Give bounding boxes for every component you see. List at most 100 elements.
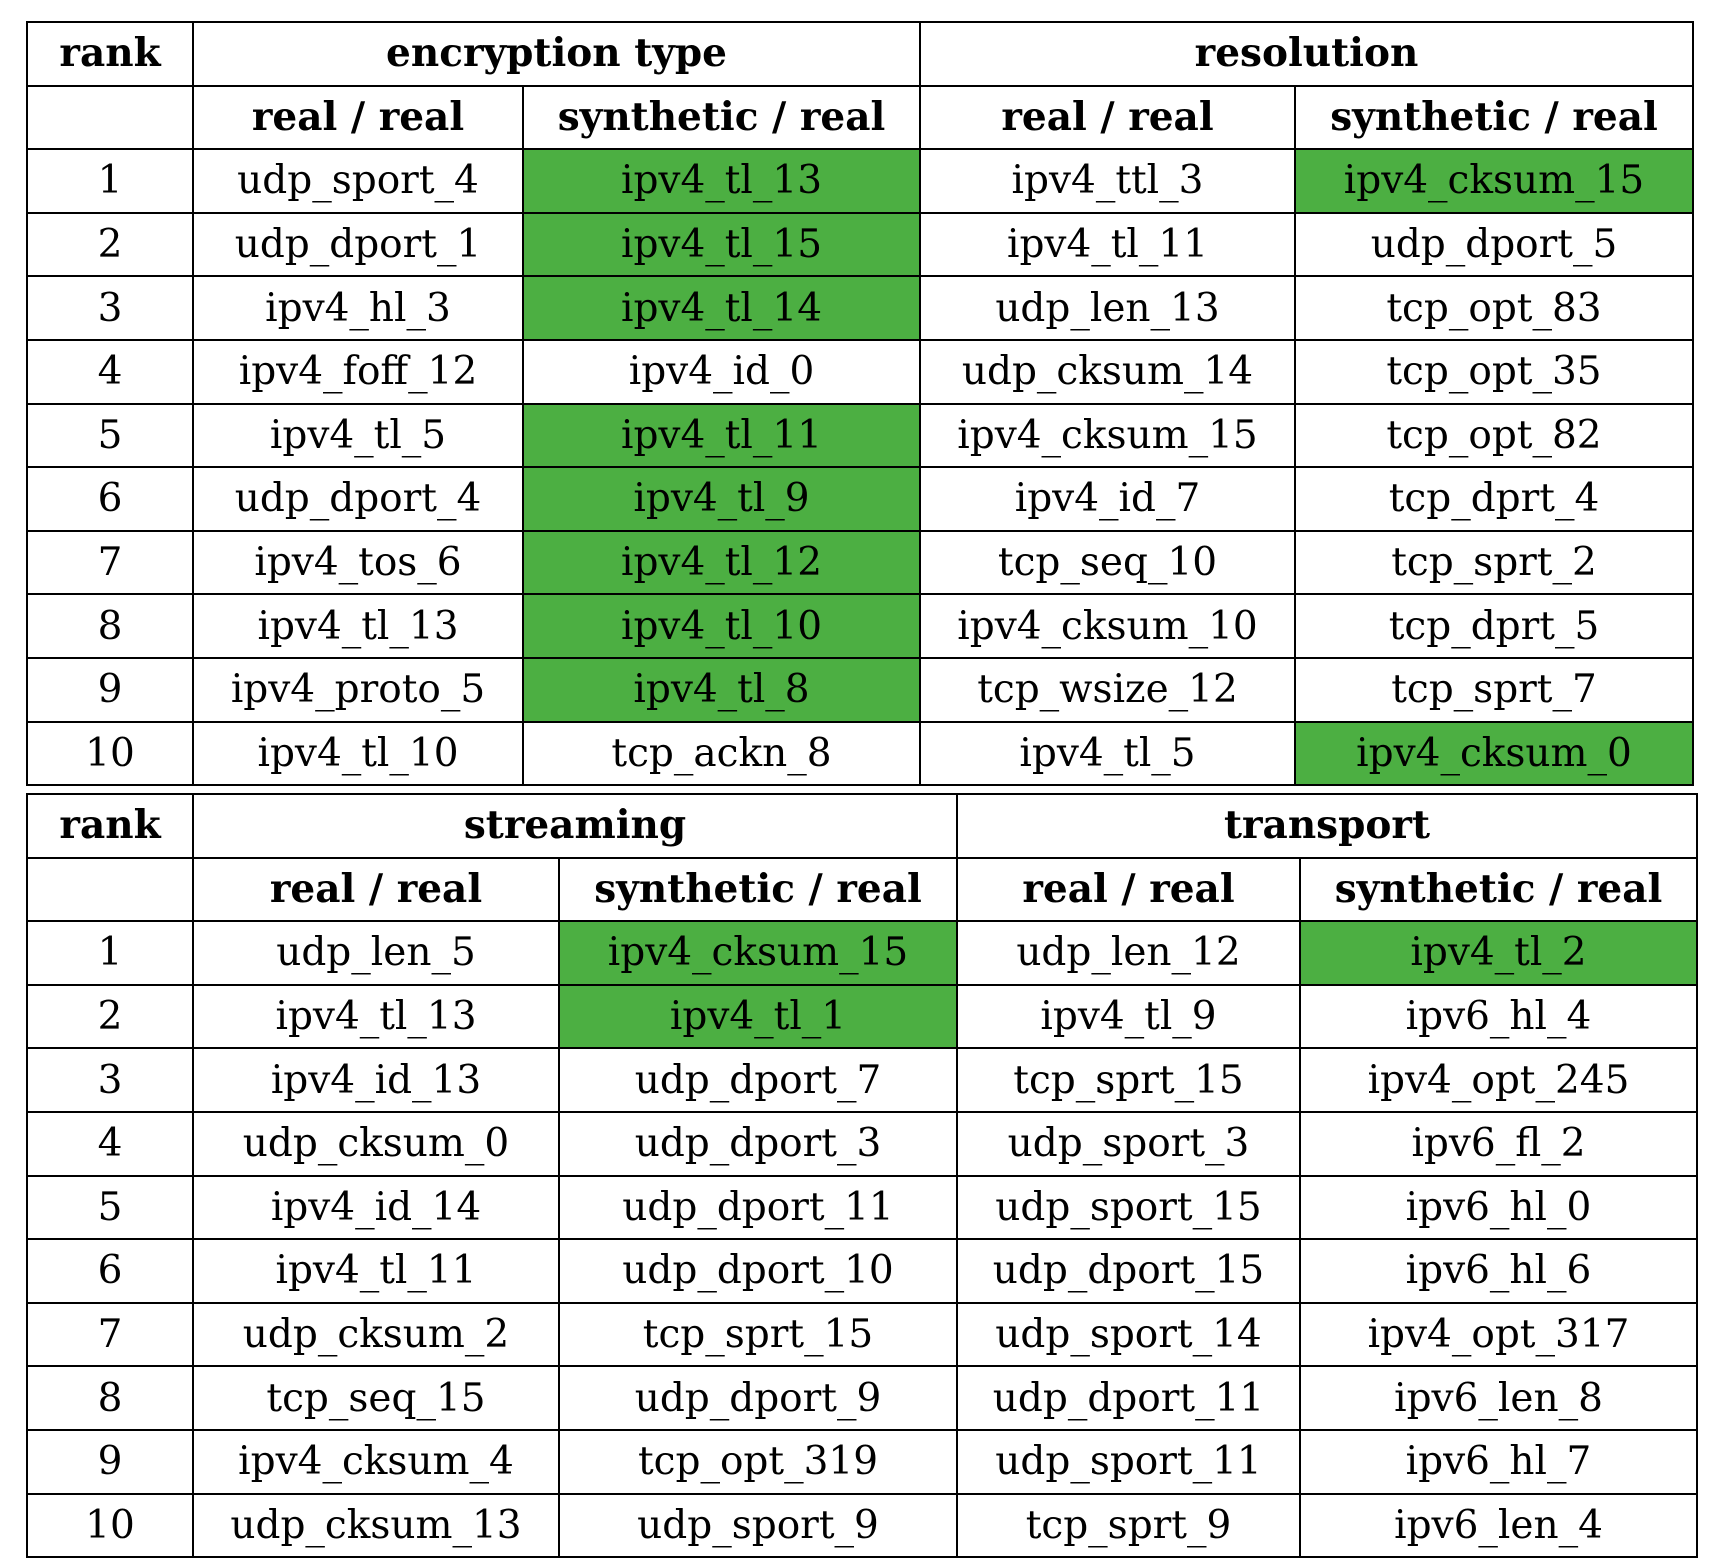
feature-cell: tcp_seq_15 xyxy=(192,1365,560,1431)
rank-cell: 1 xyxy=(26,148,194,214)
group-header-row: rank streaming transport xyxy=(26,793,1698,859)
feature-cell: udp_dport_9 xyxy=(558,1365,958,1431)
feature-cell: udp_dport_10 xyxy=(558,1238,958,1304)
feature-cell: udp_cksum_13 xyxy=(192,1492,560,1558)
table-row: 6 ipv4_tl_11 udp_dport_10 udp_dport_15 ipv6_… xyxy=(26,1238,1698,1304)
feature-cell: ipv4_foff_12 xyxy=(192,338,524,405)
empty-header-cell xyxy=(26,84,194,151)
feature-cell: ipv4_tl_2 xyxy=(1299,920,1698,986)
feature-cell: udp_dport_4 xyxy=(192,466,524,532)
feature-cell: ipv4_cksum_10 xyxy=(919,593,1296,659)
table-row: 8 ipv4_tl_13 ipv4_tl_10 ipv4_cksum_10 tcp_dp… xyxy=(26,593,1694,659)
rank-cell: 5 xyxy=(26,1174,194,1241)
feature-cell: udp_dport_11 xyxy=(558,1174,958,1241)
feature-cell: udp_cksum_2 xyxy=(192,1301,560,1368)
feature-cell: ipv4_tl_11 xyxy=(919,211,1296,278)
subheader-synthetic-real: synthetic / real xyxy=(1299,856,1698,923)
feature-cell: udp_sport_11 xyxy=(956,1428,1301,1495)
feature-cell: tcp_wsize_12 xyxy=(919,656,1296,723)
table-row: 1 udp_len_5 ipv4_cksum_15 udp_len_12 ipv4_tl… xyxy=(26,920,1698,986)
table-row: 5 ipv4_tl_5 ipv4_tl_11 ipv4_cksum_15 tcp_opt… xyxy=(26,402,1694,469)
feature-cell: ipv4_tl_13 xyxy=(522,148,921,214)
subheader-synthetic-real: synthetic / real xyxy=(1294,84,1694,151)
subheader-row: real / real synthetic / real real / real… xyxy=(26,856,1698,923)
feature-cell: ipv4_tl_14 xyxy=(522,275,921,341)
feature-cell: tcp_opt_83 xyxy=(1294,275,1694,341)
feature-cell: tcp_sprt_15 xyxy=(956,1047,1301,1113)
feature-cell: tcp_dprt_4 xyxy=(1294,466,1694,532)
table-row: 3 ipv4_hl_3 ipv4_tl_14 udp_len_13 tcp_opt_83 xyxy=(26,275,1694,341)
rank-cell: 5 xyxy=(26,402,194,469)
feature-cell: tcp_sprt_15 xyxy=(558,1301,958,1368)
table-row: 9 ipv4_cksum_4 tcp_opt_319 udp_sport_11 ipv6… xyxy=(26,1428,1698,1495)
feature-cell: tcp_sprt_7 xyxy=(1294,656,1694,723)
feature-cell: ipv4_hl_3 xyxy=(192,275,524,341)
feature-cell: ipv4_tl_11 xyxy=(522,402,921,469)
rank-cell: 1 xyxy=(26,920,194,986)
feature-cell: ipv4_tl_12 xyxy=(522,529,921,596)
feature-cell: tcp_sprt_9 xyxy=(956,1492,1301,1558)
rank-cell: 7 xyxy=(26,529,194,596)
feature-cell: ipv6_len_8 xyxy=(1299,1365,1698,1431)
subheader-real-real: real / real xyxy=(192,856,560,923)
feature-cell: ipv4_cksum_0 xyxy=(1294,720,1694,787)
feature-cell: ipv4_tos_6 xyxy=(192,529,524,596)
rank-header: rank xyxy=(26,21,194,87)
table-row: 4 udp_cksum_0 udp_dport_3 udp_sport_3 ipv6_f… xyxy=(26,1110,1698,1177)
feature-cell: udp_dport_1 xyxy=(192,211,524,278)
rank-cell: 10 xyxy=(26,1492,194,1558)
rank-header: rank xyxy=(26,793,194,859)
table-row: 7 udp_cksum_2 tcp_sprt_15 udp_sport_14 ipv4_… xyxy=(26,1301,1698,1368)
table-row: 6 udp_dport_4 ipv4_tl_9 ipv4_id_7 tcp_dprt_4 xyxy=(26,466,1694,532)
feature-cell: udp_cksum_14 xyxy=(919,338,1296,405)
table-row: 2 ipv4_tl_13 ipv4_tl_1 ipv4_tl_9 ipv6_hl_4 xyxy=(26,983,1698,1050)
rank-cell: 8 xyxy=(26,593,194,659)
feature-cell: ipv4_tl_9 xyxy=(956,983,1301,1050)
table-row: 10 ipv4_tl_10 tcp_ackn_8 ipv4_tl_5 ipv4_cksu… xyxy=(26,720,1694,787)
feature-cell: udp_dport_5 xyxy=(1294,211,1694,278)
group-header-transport: transport xyxy=(956,793,1698,859)
table-row: 10 udp_cksum_13 udp_sport_9 tcp_sprt_9 ipv6_… xyxy=(26,1492,1698,1558)
feature-cell: ipv6_hl_7 xyxy=(1299,1428,1698,1495)
feature-cell: tcp_ackn_8 xyxy=(522,720,921,787)
table-row: 1 udp_sport_4 ipv4_tl_13 ipv4_ttl_3 ipv4_cks… xyxy=(26,148,1694,214)
feature-cell: ipv4_tl_1 xyxy=(558,983,958,1050)
feature-cell: ipv4_opt_317 xyxy=(1299,1301,1698,1368)
feature-cell: ipv6_hl_6 xyxy=(1299,1238,1698,1304)
feature-cell: udp_len_5 xyxy=(192,920,560,986)
rank-cell: 10 xyxy=(26,720,194,787)
feature-cell: ipv4_tl_11 xyxy=(192,1238,560,1304)
feature-cell: tcp_seq_10 xyxy=(919,529,1296,596)
group-header-resolution: resolution xyxy=(919,21,1694,87)
feature-cell: ipv6_hl_4 xyxy=(1299,983,1698,1050)
rank-cell: 2 xyxy=(26,211,194,278)
ranking-table-encryption-resolution: rank encryption type resolution real / r… xyxy=(26,21,1694,787)
feature-cell: udp_sport_15 xyxy=(956,1174,1301,1241)
table-row: 7 ipv4_tos_6 ipv4_tl_12 tcp_seq_10 tcp_sprt_… xyxy=(26,529,1694,596)
rank-cell: 7 xyxy=(26,1301,194,1368)
feature-cell: ipv4_tl_8 xyxy=(522,656,921,723)
rank-cell: 4 xyxy=(26,338,194,405)
rank-cell: 9 xyxy=(26,1428,194,1495)
rank-cell: 6 xyxy=(26,466,194,532)
feature-cell: ipv4_tl_5 xyxy=(919,720,1296,787)
feature-cell: ipv6_hl_0 xyxy=(1299,1174,1698,1241)
feature-cell: udp_sport_9 xyxy=(558,1492,958,1558)
rank-cell: 3 xyxy=(26,275,194,341)
feature-cell: ipv4_opt_245 xyxy=(1299,1047,1698,1113)
subheader-synthetic-real: synthetic / real xyxy=(558,856,958,923)
feature-cell: tcp_dprt_5 xyxy=(1294,593,1694,659)
feature-cell: ipv4_cksum_15 xyxy=(919,402,1296,469)
feature-cell: ipv4_ttl_3 xyxy=(919,148,1296,214)
group-header-row: rank encryption type resolution xyxy=(26,21,1694,87)
rank-cell: 4 xyxy=(26,1110,194,1177)
feature-cell: tcp_opt_82 xyxy=(1294,402,1694,469)
table-row: 2 udp_dport_1 ipv4_tl_15 ipv4_tl_11 udp_dpor… xyxy=(26,211,1694,278)
feature-cell: ipv4_tl_13 xyxy=(192,983,560,1050)
feature-cell: udp_len_12 xyxy=(956,920,1301,986)
rank-cell: 2 xyxy=(26,983,194,1050)
table-row: 5 ipv4_id_14 udp_dport_11 udp_sport_15 ipv6_… xyxy=(26,1174,1698,1241)
table-row: 4 ipv4_foff_12 ipv4_id_0 udp_cksum_14 tcp_op… xyxy=(26,338,1694,405)
feature-cell: udp_sport_3 xyxy=(956,1110,1301,1177)
feature-cell: ipv4_tl_13 xyxy=(192,593,524,659)
